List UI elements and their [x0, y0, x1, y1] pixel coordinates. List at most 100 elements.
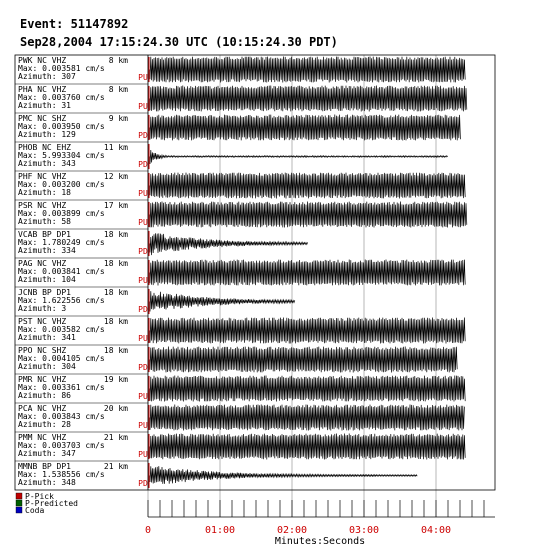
pick-label: PU	[138, 450, 148, 459]
subtitle: Sep28,2004 17:15:24.30 UTC (10:15:24.30 …	[20, 35, 338, 49]
station-azimuth: Azimuth: 3	[18, 304, 66, 313]
plot-frame	[14, 54, 496, 491]
station-max: Max: 0.003703 cm/s	[18, 441, 105, 450]
pick-label: PD	[138, 479, 148, 488]
station-distance: 19 km	[104, 375, 128, 384]
station-azimuth: Azimuth: 31	[18, 101, 71, 110]
legend-swatch	[15, 499, 23, 507]
waveform	[149, 114, 461, 141]
station-distance: 21 km	[104, 433, 128, 442]
station-azimuth: Azimuth: 18	[18, 188, 71, 197]
station-azimuth: Azimuth: 129	[18, 130, 76, 139]
station-max: Max: 1.780249 cm/s	[18, 238, 105, 247]
station-name: PMR NC VHZ	[18, 375, 66, 384]
station-name: PWK NC VHZ	[18, 56, 66, 65]
time-axis-title: Minutes:Seconds	[275, 536, 365, 547]
station-azimuth: Azimuth: 104	[18, 275, 76, 284]
pick-label: PU	[138, 421, 148, 430]
station-distance: 18 km	[104, 346, 128, 355]
station-name: PPO NC SHZ	[18, 346, 66, 355]
station-distance: 17 km	[104, 201, 128, 210]
station-distance: 18 km	[104, 317, 128, 326]
station-name: PAG NC VHZ	[18, 259, 66, 268]
waveform	[149, 56, 466, 83]
time-label: 04:00	[421, 525, 451, 536]
station-distance: 11 km	[104, 143, 128, 152]
pick-label: PD	[138, 247, 148, 256]
station-max: Max: 0.003843 cm/s	[18, 412, 105, 421]
station-azimuth: Azimuth: 341	[18, 333, 76, 342]
waveform	[149, 85, 468, 112]
station-max: Max: 5.993304 cm/s	[18, 151, 105, 160]
station-distance: 8 km	[109, 56, 128, 65]
station-name: PCA NC VHZ	[18, 404, 66, 413]
waveform	[149, 317, 466, 344]
pick-label: PU	[138, 276, 148, 285]
station-max: Max: 0.003899 cm/s	[18, 209, 105, 218]
station-max: Max: 0.003841 cm/s	[18, 267, 105, 276]
station-distance: 20 km	[104, 404, 128, 413]
station-max: Max: 0.003581 cm/s	[18, 64, 105, 73]
time-label: 0	[145, 525, 151, 536]
title: Event: 51147892	[20, 17, 128, 31]
station-azimuth: Azimuth: 307	[18, 72, 76, 81]
station-max: Max: 1.622556 cm/s	[18, 296, 105, 305]
station-distance: 8 km	[109, 85, 128, 94]
waveform	[149, 375, 466, 402]
station-name: VCAB BP DP1	[18, 230, 71, 239]
station-azimuth: Azimuth: 86	[18, 391, 71, 400]
legend-label: P-Predicted	[25, 499, 78, 508]
legend-swatch	[15, 506, 23, 514]
pick-label: PD	[138, 131, 148, 140]
waveform	[149, 201, 468, 228]
station-name: PST NC VHZ	[18, 317, 66, 326]
station-name: MMNB BP DP1	[18, 462, 71, 471]
pick-label: PU	[138, 189, 148, 198]
time-label: 02:00	[277, 525, 307, 536]
pick-label: PU	[138, 73, 148, 82]
pick-label: PU	[138, 102, 148, 111]
waveform	[149, 433, 466, 460]
station-name: PHF NC VHZ	[18, 172, 66, 181]
station-azimuth: Azimuth: 304	[18, 362, 76, 371]
waveform	[149, 149, 448, 165]
legend-label: Coda	[25, 506, 44, 515]
station-max: Max: 0.003950 cm/s	[18, 122, 105, 131]
time-label: 03:00	[349, 525, 379, 536]
waveform	[149, 466, 418, 484]
station-name: PHOB NC EHZ	[18, 143, 71, 152]
waveform	[149, 259, 466, 286]
pick-label: PD	[138, 305, 148, 314]
station-max: Max: 1.538556 cm/s	[18, 470, 105, 479]
pick-label: PU	[138, 218, 148, 227]
station-name: PHA NC VHZ	[18, 85, 66, 94]
station-azimuth: Azimuth: 347	[18, 449, 76, 458]
waveform	[149, 404, 465, 431]
waveform	[149, 291, 296, 312]
station-distance: 9 km	[109, 114, 128, 123]
station-distance: 21 km	[104, 462, 128, 471]
station-max: Max: 0.004105 cm/s	[18, 354, 105, 363]
station-azimuth: Azimuth: 348	[18, 478, 76, 487]
time-label: 01:00	[205, 525, 235, 536]
station-name: PSR NC VHZ	[18, 201, 66, 210]
station-distance: 18 km	[104, 288, 128, 297]
waveform	[149, 233, 308, 256]
waveform	[149, 172, 466, 199]
station-azimuth: Azimuth: 343	[18, 159, 76, 168]
pick-label: PD	[138, 363, 148, 372]
station-distance: 12 km	[104, 172, 128, 181]
station-distance: 18 km	[104, 230, 128, 239]
station-distance: 18 km	[104, 259, 128, 268]
pick-label: PU	[138, 334, 148, 343]
station-max: Max: 0.003760 cm/s	[18, 93, 105, 102]
station-azimuth: Azimuth: 28	[18, 420, 71, 429]
station-name: PMM NC VHZ	[18, 433, 66, 442]
legend-label: P-Pick	[25, 492, 54, 501]
station-max: Max: 0.003582 cm/s	[18, 325, 105, 334]
station-name: JCNB BP DP1	[18, 288, 71, 297]
station-max: Max: 0.003200 cm/s	[18, 180, 105, 189]
waveform	[149, 346, 458, 373]
